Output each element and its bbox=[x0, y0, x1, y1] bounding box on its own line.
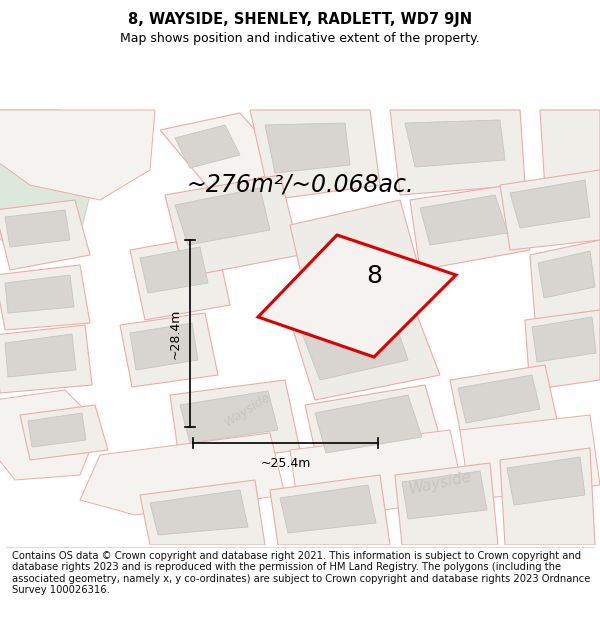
Polygon shape bbox=[120, 313, 218, 387]
Polygon shape bbox=[405, 120, 505, 167]
Polygon shape bbox=[5, 210, 70, 247]
Polygon shape bbox=[410, 185, 530, 270]
Polygon shape bbox=[165, 175, 300, 277]
Polygon shape bbox=[0, 110, 100, 255]
Text: 8, WAYSIDE, SHENLEY, RADLETT, WD7 9JN: 8, WAYSIDE, SHENLEY, RADLETT, WD7 9JN bbox=[128, 12, 472, 27]
Polygon shape bbox=[390, 110, 525, 195]
Polygon shape bbox=[530, 240, 600, 320]
Polygon shape bbox=[5, 275, 74, 313]
Text: ~28.4m: ~28.4m bbox=[169, 308, 182, 359]
Text: ~276m²/~0.068ac.: ~276m²/~0.068ac. bbox=[186, 173, 414, 197]
Polygon shape bbox=[420, 195, 508, 245]
Polygon shape bbox=[500, 448, 595, 545]
Polygon shape bbox=[160, 113, 290, 190]
Polygon shape bbox=[130, 323, 198, 370]
Polygon shape bbox=[175, 125, 240, 168]
Polygon shape bbox=[265, 123, 350, 173]
Polygon shape bbox=[175, 188, 270, 245]
Polygon shape bbox=[395, 463, 498, 545]
Polygon shape bbox=[250, 110, 380, 200]
Polygon shape bbox=[538, 251, 595, 298]
Polygon shape bbox=[5, 334, 76, 377]
Polygon shape bbox=[150, 490, 248, 535]
Polygon shape bbox=[0, 200, 90, 270]
Polygon shape bbox=[140, 247, 208, 293]
Polygon shape bbox=[28, 413, 86, 447]
Polygon shape bbox=[20, 405, 108, 460]
Text: Wayside: Wayside bbox=[223, 391, 274, 429]
Text: ~25.4m: ~25.4m bbox=[260, 457, 311, 470]
Polygon shape bbox=[0, 265, 90, 330]
Polygon shape bbox=[507, 457, 585, 505]
Polygon shape bbox=[258, 235, 456, 357]
Polygon shape bbox=[525, 310, 600, 390]
Text: Map shows position and indicative extent of the property.: Map shows position and indicative extent… bbox=[120, 32, 480, 45]
Polygon shape bbox=[500, 170, 600, 250]
Text: Wayside: Wayside bbox=[407, 469, 473, 497]
Polygon shape bbox=[140, 480, 265, 545]
Polygon shape bbox=[0, 390, 100, 480]
Polygon shape bbox=[305, 385, 445, 473]
Polygon shape bbox=[0, 110, 155, 200]
Polygon shape bbox=[290, 200, 425, 313]
Polygon shape bbox=[0, 325, 92, 393]
Polygon shape bbox=[180, 391, 278, 443]
Polygon shape bbox=[450, 365, 558, 440]
Polygon shape bbox=[280, 485, 376, 533]
Polygon shape bbox=[290, 430, 465, 520]
Polygon shape bbox=[532, 317, 596, 362]
Polygon shape bbox=[270, 475, 390, 545]
Polygon shape bbox=[540, 110, 600, 190]
Polygon shape bbox=[130, 235, 230, 320]
Text: Contains OS data © Crown copyright and database right 2021. This information is : Contains OS data © Crown copyright and d… bbox=[12, 551, 590, 596]
Polygon shape bbox=[170, 380, 300, 465]
Polygon shape bbox=[458, 375, 540, 423]
Polygon shape bbox=[300, 307, 408, 380]
Polygon shape bbox=[510, 180, 590, 228]
Polygon shape bbox=[315, 395, 422, 453]
Polygon shape bbox=[460, 415, 600, 500]
Polygon shape bbox=[80, 433, 285, 515]
Text: 8: 8 bbox=[366, 264, 382, 288]
Polygon shape bbox=[402, 471, 487, 519]
Polygon shape bbox=[290, 297, 440, 400]
